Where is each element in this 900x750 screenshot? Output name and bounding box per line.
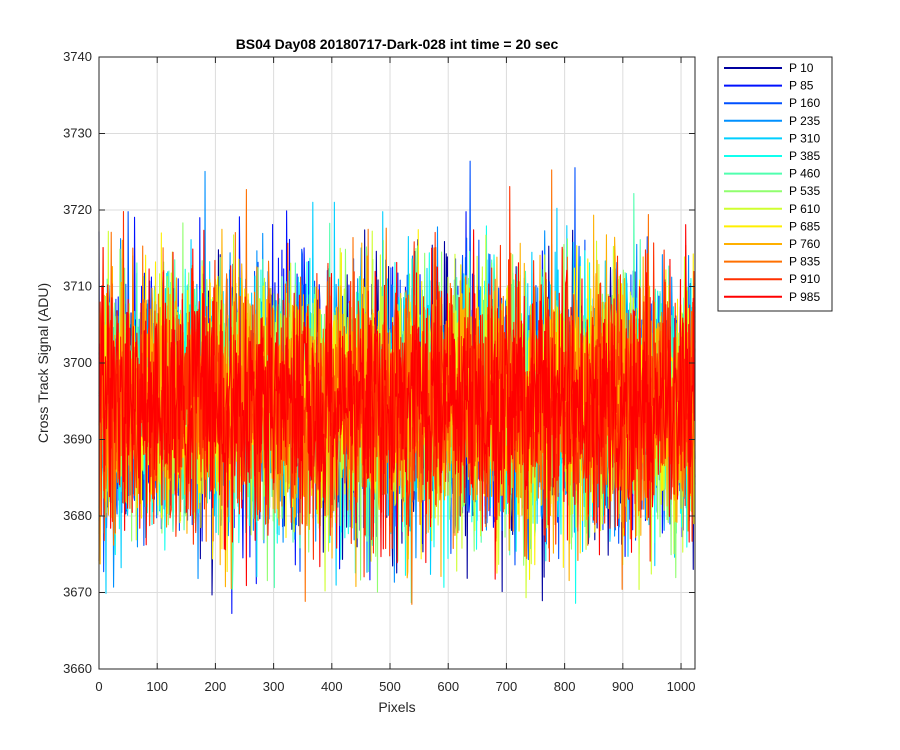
x-tick-label: 100 <box>146 679 168 694</box>
legend-label: P 10 <box>789 61 814 75</box>
axis-ticks: 0 100 200 300 400 500 600 700 800 900 1000 3660 3670… <box>63 49 695 694</box>
legend-label: P 985 <box>789 290 820 304</box>
x-axis-label: Pixels <box>378 699 415 715</box>
chart-title: BS04 Day08 20180717-Dark-028 int time = … <box>236 36 559 52</box>
x-tick-label: 400 <box>321 679 343 694</box>
legend-label: P 910 <box>789 272 820 286</box>
y-tick-label: 3670 <box>63 585 92 600</box>
x-tick-label: 0 <box>95 679 102 694</box>
y-tick-label: 3660 <box>63 661 92 676</box>
legend-label: P 235 <box>789 114 820 128</box>
legend: P 10 P 85 P 160 P 235 P 310 P 385 P 460 P 535 P … <box>717 56 833 312</box>
y-tick-label: 3740 <box>63 49 92 64</box>
legend-label: P 385 <box>789 149 820 163</box>
x-tick-label: 800 <box>554 679 576 694</box>
y-tick-label: 3700 <box>63 355 92 370</box>
series-line <box>98 224 696 587</box>
series-lines <box>98 160 696 615</box>
legend-label: P 760 <box>789 237 820 251</box>
y-axis-label: Cross Track Signal (ADU) <box>35 283 51 443</box>
legend-label: P 610 <box>789 202 820 216</box>
y-tick-label: 3680 <box>63 508 92 523</box>
x-tick-label: 200 <box>205 679 227 694</box>
x-tick-label: 900 <box>612 679 634 694</box>
legend-label: P 460 <box>789 167 820 181</box>
legend-label: P 535 <box>789 184 820 198</box>
y-tick-label: 3690 <box>63 432 92 447</box>
x-tick-label: 1000 <box>667 679 696 694</box>
x-tick-label: 500 <box>379 679 401 694</box>
y-tick-label: 3720 <box>63 202 92 217</box>
y-tick-label: 3730 <box>63 126 92 141</box>
y-tick-label: 3710 <box>63 279 92 294</box>
legend-label: P 835 <box>789 255 820 269</box>
legend-box <box>717 56 833 312</box>
legend-label: P 160 <box>789 96 820 110</box>
x-tick-label: 600 <box>437 679 459 694</box>
legend-label: P 310 <box>789 131 820 145</box>
legend-label: P 85 <box>789 79 814 93</box>
x-tick-label: 700 <box>496 679 518 694</box>
legend-label: P 685 <box>789 219 820 233</box>
x-tick-label: 300 <box>263 679 285 694</box>
